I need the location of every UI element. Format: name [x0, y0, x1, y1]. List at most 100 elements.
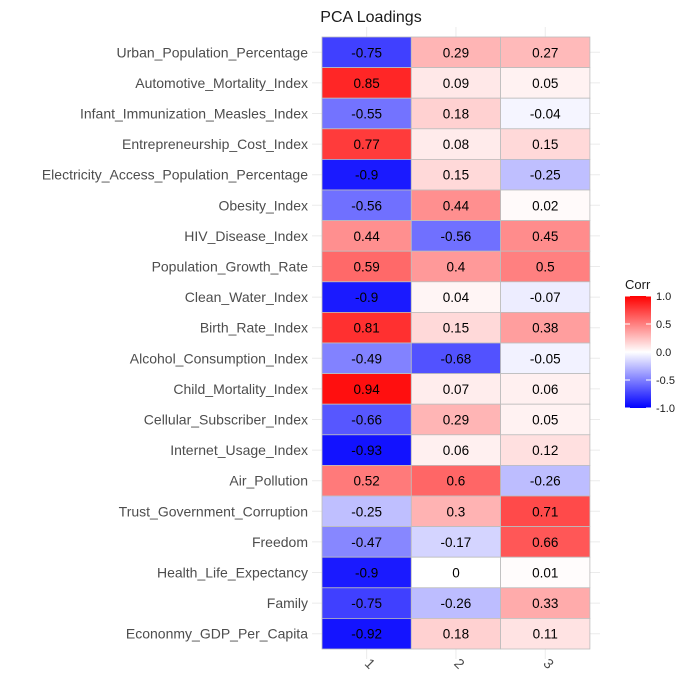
cell-value-label: -0.04 — [530, 107, 561, 122]
cell-value-label: 0.29 — [443, 413, 469, 428]
heatmap-cell — [500, 556, 591, 589]
heatmap-cell — [321, 36, 412, 69]
legend-tick-label: 0.0 — [656, 347, 671, 359]
cell-value-label: 0.15 — [443, 168, 469, 183]
y-tick-label: Automotive_Mortality_Index — [135, 75, 308, 91]
heatmap-cell — [321, 556, 412, 589]
heatmap-cell — [321, 464, 412, 497]
cell-value-label: -0.07 — [530, 290, 561, 305]
cell-value-label: 0.59 — [354, 260, 380, 275]
heatmap-cell — [321, 587, 412, 619]
cell-value-label: -0.9 — [355, 290, 378, 305]
heatmap-cell — [500, 311, 591, 344]
cell-value-label: 0.45 — [532, 229, 558, 244]
heatmap-cell — [500, 618, 591, 650]
y-tick-label: Cellular_Subscriber_Index — [144, 412, 308, 428]
legend-tick-label: -1.0 — [656, 403, 675, 415]
cell-value-label: -0.75 — [351, 45, 382, 60]
cell-value-label: 0.3 — [447, 504, 466, 519]
heatmap-cell — [410, 434, 501, 466]
cell-value-label: -0.05 — [530, 351, 561, 366]
cell-value-label: 0.6 — [447, 474, 466, 489]
cell-value-label: 0.29 — [443, 45, 469, 60]
cell-value-label: 0.05 — [532, 413, 558, 428]
heatmap-cell — [321, 158, 412, 191]
chart-title: PCA Loadings — [320, 9, 421, 26]
heatmap-cell — [410, 373, 501, 405]
y-tick-label: Obesity_Index — [219, 197, 309, 213]
cell-value-label: 0.44 — [443, 198, 470, 213]
cell-value-label: 0.18 — [443, 107, 469, 122]
legend-tick-label: -0.5 — [656, 375, 675, 387]
cell-value-label: 0.15 — [532, 137, 558, 152]
cell-value-label: -0.56 — [441, 229, 472, 244]
heatmap-cell — [500, 464, 591, 497]
legend-ticks: 1.0 0.5 0.0 -0.5 -1.0 — [625, 291, 675, 415]
heatmap-cell — [321, 250, 412, 283]
heatmap-cell — [500, 342, 591, 375]
legend: Corr 1.0 0.5 0.0 -0.5 -1.0 — [625, 277, 675, 415]
cell-value-label: 0.04 — [443, 290, 470, 305]
cell-value-label: 0.81 — [354, 321, 380, 336]
cell-value-label: 0.08 — [443, 137, 469, 152]
cell-value-label: 0.02 — [532, 198, 558, 213]
cell-value-label: 0.38 — [532, 321, 558, 336]
y-tick-label: HIV_Disease_Index — [184, 228, 308, 244]
heatmap-cell — [410, 97, 501, 130]
heatmap-cell — [500, 128, 591, 160]
y-tick-label: Health_Life_Expectancy — [157, 565, 308, 581]
cell-value-label: 0.11 — [533, 627, 558, 642]
y-tick-label: Entrepreneurship_Cost_Index — [122, 136, 308, 152]
y-tick-label: Family — [267, 595, 308, 611]
y-axis-labels: Urban_Population_Percentage Automotive_Mo… — [42, 44, 308, 641]
cell-value-label: -0.9 — [355, 168, 378, 183]
cell-value-label: 0.52 — [354, 474, 380, 489]
heatmap-cell — [410, 556, 501, 589]
y-tick-label: Alcohol_Consumption_Index — [130, 350, 308, 366]
cell-value-label: -0.26 — [441, 596, 472, 611]
cell-value-label: 0 — [452, 566, 460, 581]
x-tick-label: 3 — [540, 655, 557, 672]
y-tick-label: Freedom — [252, 534, 308, 550]
cell-value-label: 0.33 — [532, 596, 558, 611]
heatmap-cell — [410, 128, 501, 160]
y-tick-label: Birth_Rate_Index — [200, 320, 308, 336]
heatmap-cell — [321, 373, 412, 405]
cell-value-label: 0.77 — [354, 137, 380, 152]
heatmap-cell — [500, 158, 591, 191]
cell-value-label: -0.9 — [355, 566, 378, 581]
cell-value-label: 0.15 — [443, 321, 469, 336]
y-tick-label: Air_Pollution — [229, 473, 308, 489]
cell-value-label: -0.26 — [530, 474, 561, 489]
cell-value-label: -0.66 — [351, 413, 382, 428]
heatmap-cell — [410, 189, 501, 222]
heatmap-cell — [410, 281, 501, 313]
heatmap-cells: -0.75 0.29 0.27 0.85 0.09 0.05 -0.55 0.18 -0.04 0… — [321, 36, 591, 650]
heatmap-cell — [500, 495, 591, 528]
cell-value-label: -0.25 — [530, 168, 561, 183]
heatmap-cell — [500, 281, 591, 313]
legend-tick-label: 1.0 — [656, 291, 671, 303]
y-tick-label: Urban_Population_Percentage — [117, 44, 309, 60]
heatmap-cell — [410, 67, 501, 99]
heatmap-cell — [321, 403, 412, 436]
cell-value-label: 0.06 — [532, 382, 558, 397]
heatmap-cell — [321, 495, 412, 528]
cell-value-label: 0.07 — [443, 382, 469, 397]
cell-value-label: 0.05 — [532, 76, 558, 91]
heatmap-cell — [500, 36, 591, 69]
heatmap-cell — [410, 587, 501, 619]
y-tick-label: Trust_Government_Corruption — [119, 503, 308, 519]
heatmap-cell — [500, 189, 591, 222]
cell-value-label: 0.44 — [354, 229, 381, 244]
cell-value-label: -0.56 — [351, 198, 382, 213]
x-axis-labels: 1 2 3 — [362, 655, 558, 672]
y-tick-label: Econonmy_GDP_Per_Capita — [126, 626, 308, 642]
cell-value-label: 0.4 — [447, 260, 466, 275]
y-tick-label: Clean_Water_Index — [185, 289, 308, 305]
heatmap-cell — [500, 67, 591, 99]
cell-value-label: -0.93 — [351, 443, 382, 458]
cell-value-label: 0.5 — [536, 260, 555, 275]
cell-value-label: 0.12 — [532, 443, 558, 458]
